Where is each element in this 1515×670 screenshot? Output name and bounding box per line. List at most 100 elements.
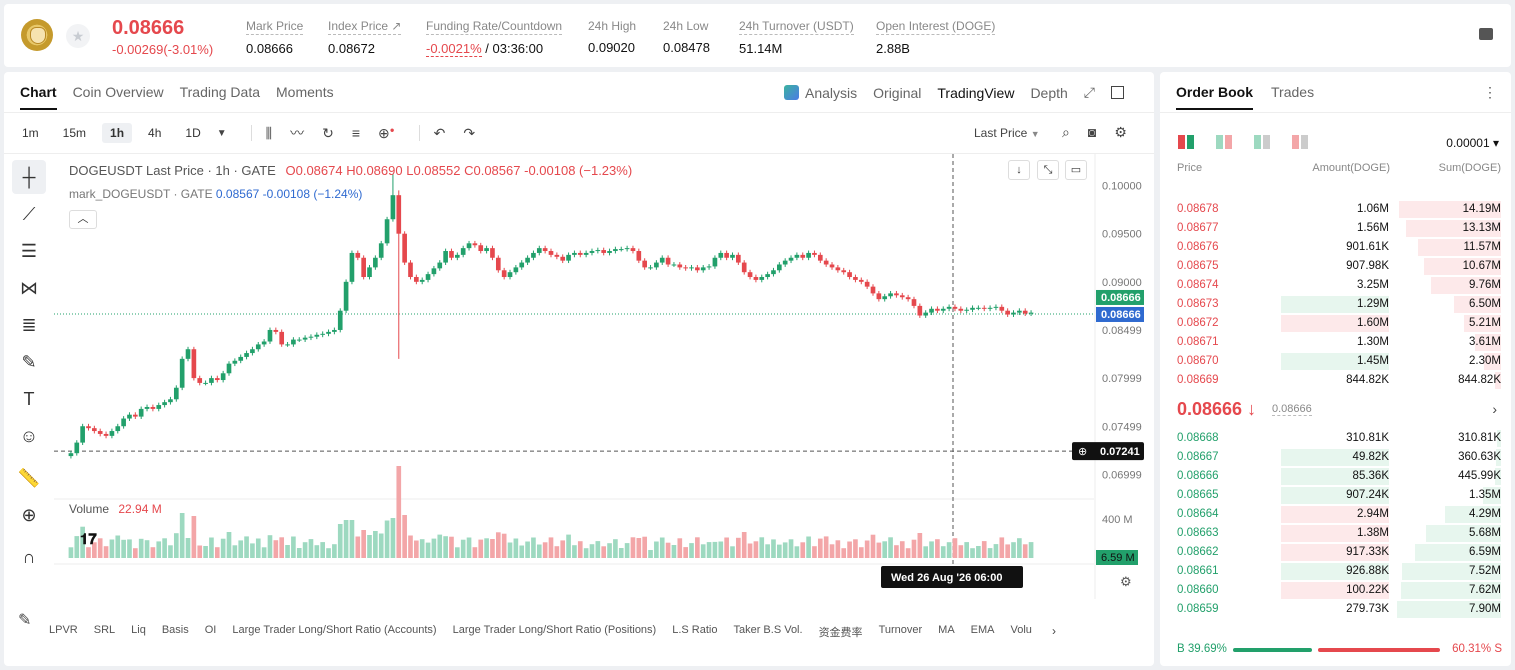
view-bids-icon[interactable] [1254, 135, 1270, 149]
ask-row[interactable]: 0.08673 1.29M 6.50M [1160, 295, 1511, 314]
tab-original[interactable]: Original [873, 84, 922, 101]
ask-row[interactable]: 0.08670 1.45M 2.30M [1160, 352, 1511, 371]
candle-body [999, 306, 1005, 311]
indicator-0[interactable]: LPVR [49, 624, 78, 636]
price-type-select[interactable]: Last Price ▼ [974, 126, 1040, 140]
pattern-icon[interactable]: ⋈ [20, 277, 38, 298]
bid-row[interactable]: 0.08667 49.82K 360.63K [1160, 448, 1511, 467]
tab-depth[interactable]: Depth [1030, 84, 1068, 101]
tab-trading-data[interactable]: Trading Data [179, 84, 261, 100]
indicator-4[interactable]: OI [204, 624, 217, 636]
ask-row[interactable]: 0.08678 1.06M 14.19M [1160, 200, 1511, 219]
indicator-12[interactable]: EMA [970, 624, 995, 636]
zoom-in-icon[interactable]: ⊕ [21, 504, 37, 525]
edit-icon[interactable]: ✎ [18, 612, 32, 629]
indicator-6[interactable]: Large Trader Long/Short Ratio (Positions… [452, 624, 657, 636]
indicator-1[interactable]: SRL [93, 624, 116, 636]
chevron-right-icon[interactable]: › [1052, 624, 1056, 638]
ruler-icon[interactable]: 📏 [17, 467, 41, 488]
indicator-10[interactable]: Turnover [878, 624, 923, 636]
timeframe-1d[interactable]: 1D [185, 126, 201, 140]
candle-body [613, 249, 618, 252]
volume-bar [812, 546, 817, 558]
replay-icon[interactable]: ↻ [322, 124, 334, 141]
ask-row[interactable]: 0.08677 1.56M 13.13M [1160, 219, 1511, 238]
view-bids-asks-icon[interactable] [1216, 135, 1232, 149]
timeframe-4h[interactable]: 4h [148, 126, 162, 140]
templates-icon[interactable]: ≡ [351, 125, 360, 141]
indicator-3[interactable]: Basis [161, 624, 189, 636]
depth-bar [1401, 582, 1501, 599]
legend-collapse-button[interactable]: ︿ [69, 210, 97, 229]
timeframe-15m[interactable]: 15m [62, 126, 87, 140]
view-both-icon[interactable] [1178, 135, 1194, 149]
indicators-icon[interactable]: 〰 [290, 125, 305, 141]
bid-row[interactable]: 0.08668 310.81K 310.81K [1160, 429, 1511, 448]
more-menu-icon[interactable]: ⋮ [1483, 84, 1497, 100]
window-icon[interactable] [1111, 86, 1124, 99]
tab-moments[interactable]: Moments [276, 84, 334, 100]
depth-bar [1426, 525, 1501, 542]
ask-row[interactable]: 0.08675 907.98K 10.67M [1160, 257, 1511, 276]
tab-analysis[interactable]: Analysis [784, 84, 857, 101]
indicator-9[interactable]: 资金费率 [818, 627, 863, 639]
timeframe-1m[interactable]: 1m [22, 126, 39, 140]
candlestick-chart[interactable]: 0.10000 0.09500 0.09000 0.08499 0.07999 0.074… [54, 154, 1154, 599]
ask-row[interactable]: 0.08671 1.30M 3.61M [1160, 333, 1511, 352]
bid-row[interactable]: 0.08665 907.24K 1.35M [1160, 486, 1511, 505]
volume-bar [642, 536, 647, 558]
fib-icon[interactable]: ≣ [21, 314, 37, 335]
camera-icon[interactable]: ◙ [1087, 124, 1097, 140]
chevron-right-icon[interactable]: › [1492, 401, 1497, 417]
gear-icon[interactable]: ⚙ [1114, 124, 1127, 140]
crosshair-icon[interactable]: ┼ [12, 160, 46, 194]
bid-row[interactable]: 0.08664 2.94M 4.29M [1160, 505, 1511, 524]
magnet-icon[interactable]: ∩ [22, 546, 36, 567]
trendline-icon[interactable]: ⟋ [22, 203, 36, 224]
volume-bar [443, 536, 448, 558]
candle-type-icon[interactable]: ⫼ [265, 124, 273, 141]
redo-icon[interactable]: ↷ [463, 124, 476, 141]
orderbook-tabs: Order Book Trades [1176, 84, 1314, 110]
tab-trades[interactable]: Trades [1271, 84, 1315, 100]
indicator-13[interactable]: Volu [1010, 624, 1032, 636]
fullscreen-button[interactable]: ▭ [1065, 160, 1087, 180]
favorite-star-icon[interactable]: ★ [66, 24, 90, 48]
bid-row[interactable]: 0.08659 279.73K 7.90M [1160, 600, 1511, 619]
bid-row[interactable]: 0.08666 85.36K 445.99K [1160, 467, 1511, 486]
bid-row[interactable]: 0.08661 926.88K 7.52M [1160, 562, 1511, 581]
ask-row[interactable]: 0.08669 844.82K 844.82K [1160, 371, 1511, 390]
indicator-2[interactable]: Liq [131, 624, 146, 636]
stat-index-price[interactable]: Index Price ↗ 0.08672 [328, 19, 402, 56]
undo-icon[interactable]: ↶ [433, 124, 446, 141]
bid-row[interactable]: 0.08662 917.33K 6.59M [1160, 543, 1511, 562]
book-icon[interactable] [1479, 28, 1493, 40]
emoji-icon[interactable]: ☺ [19, 425, 39, 446]
tab-tradingview[interactable]: TradingView [937, 84, 1015, 101]
add-alert-icon[interactable]: ⊕● [378, 124, 395, 141]
timeframe-dropdown-icon[interactable]: ▼ [216, 127, 227, 139]
ask-row[interactable]: 0.08674 3.25M 9.76M [1160, 276, 1511, 295]
ask-row[interactable]: 0.08676 901.61K 11.57M [1160, 238, 1511, 257]
ask-row[interactable]: 0.08672 1.60M 5.21M [1160, 314, 1511, 333]
tab-coin-overview[interactable]: Coin Overview [72, 84, 164, 100]
tab-order-book[interactable]: Order Book [1176, 84, 1254, 110]
indicator-7[interactable]: L.S Ratio [672, 624, 718, 636]
indicator-5[interactable]: Large Trader Long/Short Ratio (Accounts) [232, 624, 437, 636]
collapse-axis-button[interactable]: ⤡ [1037, 160, 1059, 180]
indicator-11[interactable]: MA [938, 624, 955, 636]
indicator-8[interactable]: Taker B.S Vol. [733, 624, 803, 636]
precision-select[interactable]: 0.00001 ▾ [1446, 136, 1499, 150]
view-asks-icon[interactable] [1292, 135, 1308, 149]
horizontal-lines-icon[interactable]: ☰ [20, 240, 38, 261]
bid-row[interactable]: 0.08663 1.38M 5.68M [1160, 524, 1511, 543]
text-icon[interactable]: T [23, 388, 35, 409]
search-icon[interactable]: ⌕ [1062, 124, 1070, 140]
expand-icon[interactable]: ⤢ [1083, 84, 1095, 100]
volume-bar [858, 547, 864, 558]
scroll-down-button[interactable]: ↓ [1008, 160, 1030, 180]
timeframe-1h[interactable]: 1h [102, 123, 133, 143]
tab-chart[interactable]: Chart [20, 84, 57, 110]
bid-row[interactable]: 0.08660 100.22K 7.62M [1160, 581, 1511, 600]
brush-icon[interactable]: ✎ [21, 351, 37, 372]
